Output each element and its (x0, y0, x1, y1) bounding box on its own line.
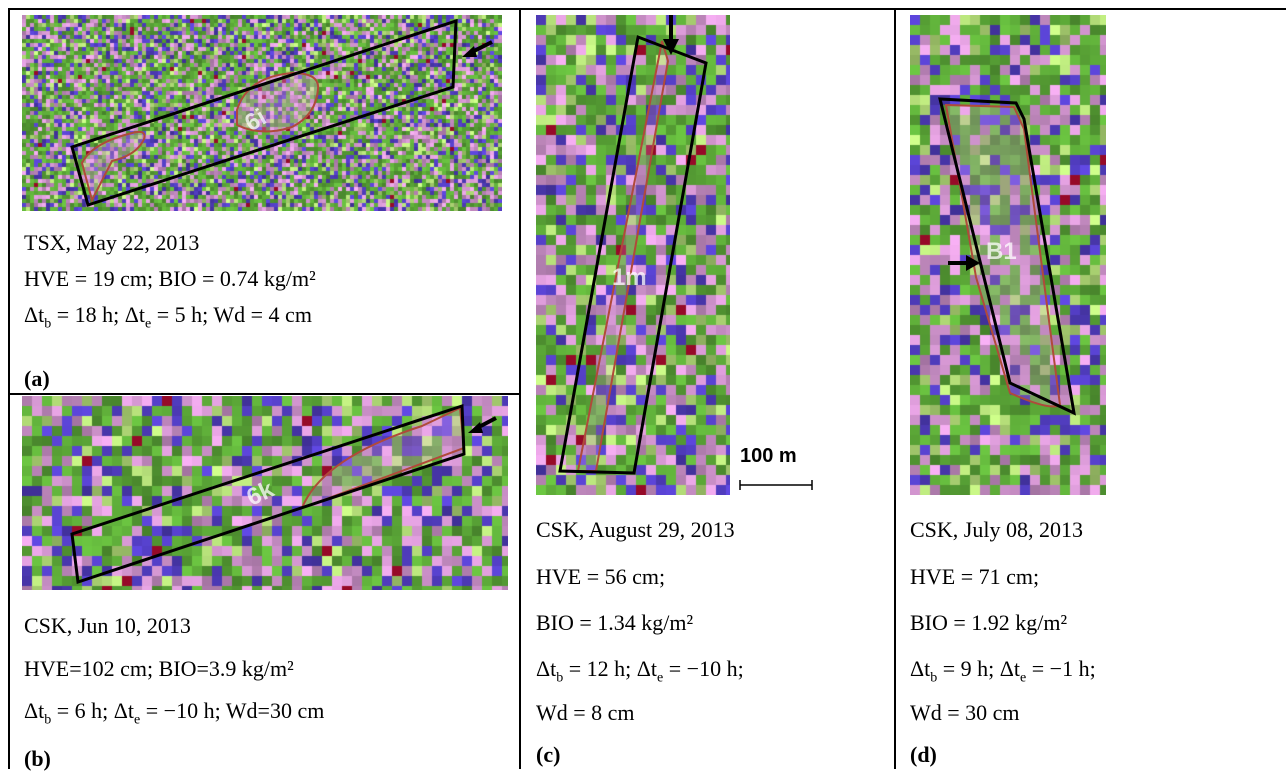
grid-divider-a-b (8, 393, 520, 395)
caption-b-line3: Δtb = 6 h; Δte = −10 h; Wd=30 cm (24, 700, 324, 727)
caption-d-line4: Δtb = 9 h; Δte = −1 h; (910, 658, 1096, 685)
plot-outline-a (70, 18, 458, 207)
grid-left-border (8, 8, 10, 769)
feature-outline-a1 (80, 130, 146, 203)
panel-tag-a: (a) (24, 366, 50, 391)
subscript-e: e (145, 316, 152, 332)
caption-d-line5: Wd = 30 cm (910, 700, 1020, 725)
plot-outline-b (70, 403, 466, 584)
caption-c-line2: HVE = 56 cm; (536, 564, 666, 589)
grid-divider-c-d (894, 8, 896, 769)
dt-text: = 9 h; Δt (937, 656, 1021, 681)
dt-symbol: Δt (24, 302, 45, 327)
plot-outline-d (938, 97, 1076, 416)
dt-rest: = −10 h; (663, 656, 744, 681)
caption-c-line5: Wd = 8 cm (536, 700, 635, 725)
overlay-a: 6i (70, 18, 493, 207)
caption-c-line3: BIO = 1.34 kg/m² (536, 610, 694, 635)
dt-text: = 18 h; Δt (51, 302, 146, 327)
grid-top-border (8, 8, 1286, 10)
subscript-e: e (134, 712, 141, 728)
caption-d-line2: HVE = 71 cm; (910, 564, 1040, 589)
panel-d-image: B1 (910, 15, 1106, 495)
feature-outline-c1 (576, 40, 670, 472)
arrowhead-icon-d (966, 255, 980, 271)
subscript-b: b (44, 316, 52, 332)
map-label-b: 6k (242, 476, 278, 512)
panel-tag-d: (d) (910, 742, 937, 767)
scale-bar (739, 480, 813, 490)
panel-tag-c: (c) (536, 742, 561, 767)
dt-symbol: Δt (24, 698, 45, 723)
overlay-d: B1 (938, 97, 1076, 416)
caption-a-line2: HVE = 19 cm; BIO = 0.74 kg/m² (24, 266, 316, 291)
caption-b-line1: CSK, Jun 10, 2013 (24, 613, 191, 638)
caption-d-line1: CSK, July 08, 2013 (910, 517, 1083, 542)
overlay-b: 6k (70, 403, 497, 584)
dt-text: = 12 h; Δt (563, 656, 658, 681)
dt-symbol: Δt (910, 656, 931, 681)
arrowhead-icon-b (468, 422, 483, 433)
grid-divider-ab-c (519, 8, 521, 769)
panel-c-image: 1m (536, 15, 730, 495)
subscript-e: e (1020, 670, 1027, 686)
dt-rest: = −1 h; (1026, 656, 1096, 681)
radar-texture-b (22, 396, 508, 590)
caption-b-line2: HVE=102 cm; BIO=3.9 kg/m² (24, 656, 294, 681)
map-label-d: B1 (986, 238, 1017, 265)
panel-a-image: 6i (22, 15, 502, 211)
caption-a-line1: TSX, May 22, 2013 (24, 230, 200, 255)
caption-c-line4: Δtb = 12 h; Δte = −10 h; (536, 658, 744, 685)
radar-texture-d (910, 15, 1106, 495)
arrowhead-icon-c (663, 39, 679, 55)
arrowhead-icon-a (462, 46, 477, 57)
subscript-b: b (44, 712, 52, 728)
overlay-c: 1m (558, 15, 708, 475)
caption-c-line1: CSK, August 29, 2013 (536, 517, 735, 542)
feature-outline-d1 (944, 103, 1062, 408)
scale-bar-label: 100 m (740, 445, 797, 467)
feature-outline-b1 (300, 406, 466, 510)
subscript-b: b (556, 670, 564, 686)
dt-rest: = 5 h; Wd = 4 cm (151, 302, 312, 327)
subscript-b: b (930, 670, 938, 686)
map-label-c: 1m (612, 264, 647, 291)
panel-tag-b: (b) (24, 746, 51, 771)
dt-text: = 6 h; Δt (51, 698, 135, 723)
dt-symbol: Δt (536, 656, 557, 681)
subscript-e: e (657, 670, 664, 686)
panel-b-image: 6k (22, 396, 508, 590)
plot-outline-c (558, 34, 708, 475)
caption-a-line3: Δtb = 18 h; Δte = 5 h; Wd = 4 cm (24, 304, 312, 331)
dt-rest: = −10 h; Wd=30 cm (140, 698, 325, 723)
caption-d-line3: BIO = 1.92 kg/m² (910, 610, 1068, 635)
